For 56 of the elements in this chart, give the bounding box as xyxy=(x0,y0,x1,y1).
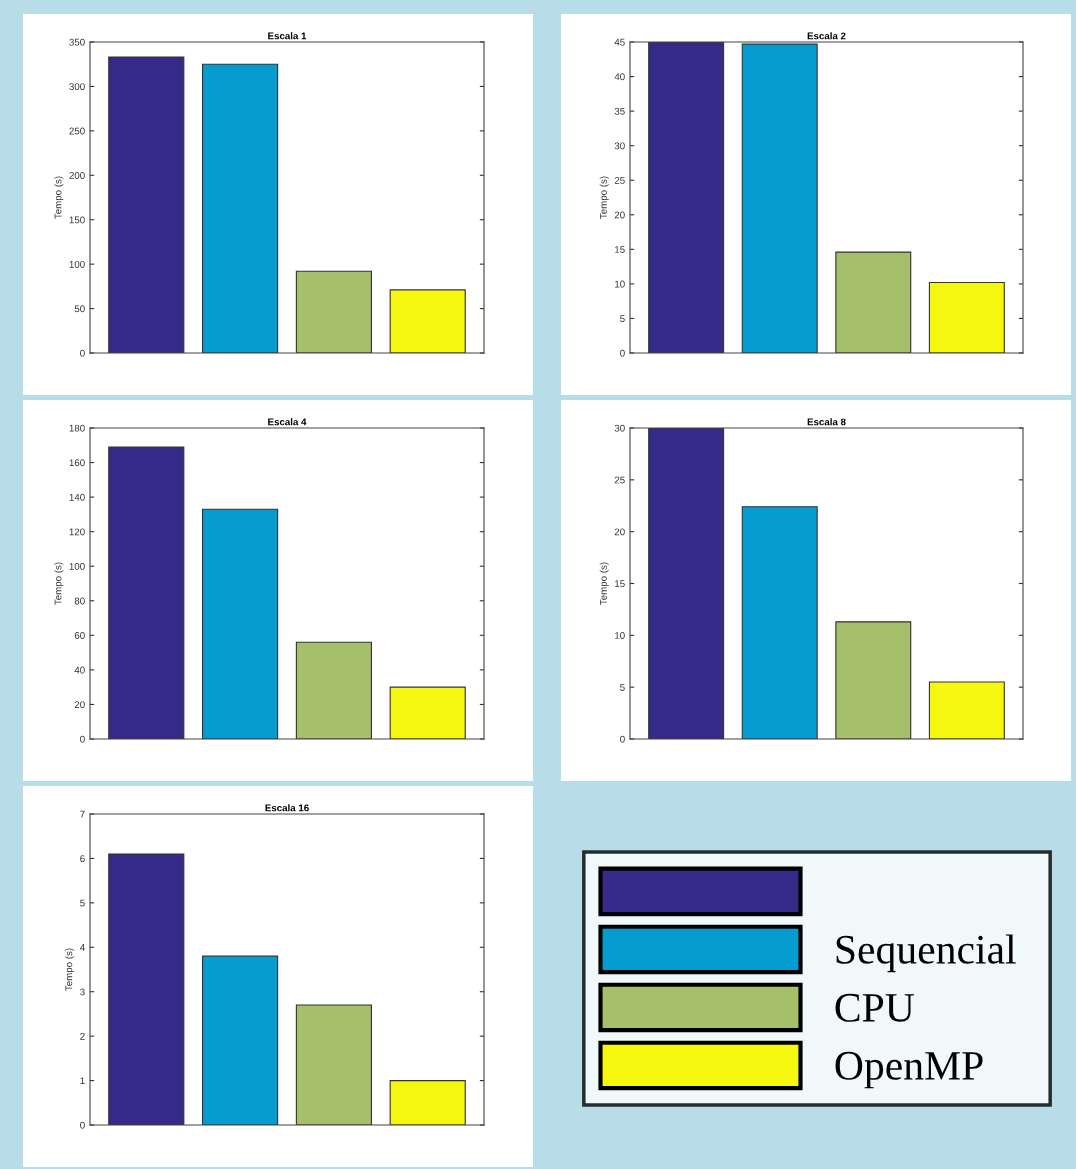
y-tick-label: 35 xyxy=(614,107,625,115)
y-tick-label: 10 xyxy=(615,632,625,639)
chart-title: Escala 16 xyxy=(265,804,309,812)
y-tick-label: 45 xyxy=(614,38,625,46)
y-tick-label: 300 xyxy=(69,83,85,91)
y-tick-label: 30 xyxy=(614,142,625,150)
y-tick-label: 350 xyxy=(69,38,85,46)
chart-title: Escala 1 xyxy=(268,32,307,40)
y-tick-label: 0 xyxy=(80,349,85,357)
y-tick-label: 25 xyxy=(614,176,625,184)
y-tick-label: 15 xyxy=(615,246,625,253)
y-tick-label: 40 xyxy=(614,73,625,81)
y-tick-label: 80 xyxy=(74,597,85,605)
y-tick-label: 2 xyxy=(80,1032,85,1040)
y-tick-label: 10 xyxy=(615,280,625,288)
y-axis-title: Tempo (s) xyxy=(54,562,64,605)
y-tick-label: 100 xyxy=(69,260,85,268)
legend-label: CPU xyxy=(835,993,915,1022)
y-tick-label: 6 xyxy=(80,855,85,863)
y-tick-label: 120 xyxy=(69,528,85,536)
y-tick-label: 100 xyxy=(69,562,85,570)
y-tick-label: 60 xyxy=(74,632,85,639)
y-tick-label: 150 xyxy=(69,216,85,224)
chart-title: Escala 4 xyxy=(268,418,307,426)
y-tick-label: 0 xyxy=(620,735,625,743)
y-tick-label: 5 xyxy=(620,684,625,691)
y-tick-label: 0 xyxy=(80,735,85,743)
y-tick-label: 20 xyxy=(614,528,625,536)
y-axis-title: Tempo (s) xyxy=(599,176,609,219)
y-tick-label: 200 xyxy=(69,172,85,179)
y-tick-label: 50 xyxy=(74,305,85,313)
y-tick-label: 40 xyxy=(74,666,85,674)
y-tick-label: 160 xyxy=(69,459,85,467)
y-tick-label: 140 xyxy=(69,493,85,501)
legend-label: Sequencial xyxy=(836,934,1016,973)
y-tick-label: 5 xyxy=(620,315,625,323)
legend-label: OpenMP xyxy=(835,1051,983,1089)
y-tick-label: 20 xyxy=(74,701,85,709)
y-tick-label: 5 xyxy=(80,899,85,907)
chart-title: Escala 8 xyxy=(807,418,846,426)
y-tick-label: 7 xyxy=(80,810,85,818)
y-tick-label: 0 xyxy=(80,1121,85,1129)
y-axis-title: Tempo (s) xyxy=(599,562,609,605)
y-tick-label: 15 xyxy=(615,580,625,588)
y-axis-title: Tempo (s) xyxy=(54,176,64,219)
y-tick-label: 1 xyxy=(80,1077,85,1085)
y-tick-label: 180 xyxy=(69,424,85,432)
y-tick-label: 250 xyxy=(69,127,85,135)
y-axis-title: Tempo (s) xyxy=(65,948,75,991)
y-tick-label: 4 xyxy=(79,944,85,951)
y-tick-label: 20 xyxy=(614,211,625,219)
chart-title: Escala 2 xyxy=(807,32,846,40)
y-tick-label: 25 xyxy=(614,476,625,484)
y-tick-label: 0 xyxy=(620,349,625,357)
y-tick-label: 30 xyxy=(614,424,625,432)
y-tick-label: 3 xyxy=(80,988,85,996)
